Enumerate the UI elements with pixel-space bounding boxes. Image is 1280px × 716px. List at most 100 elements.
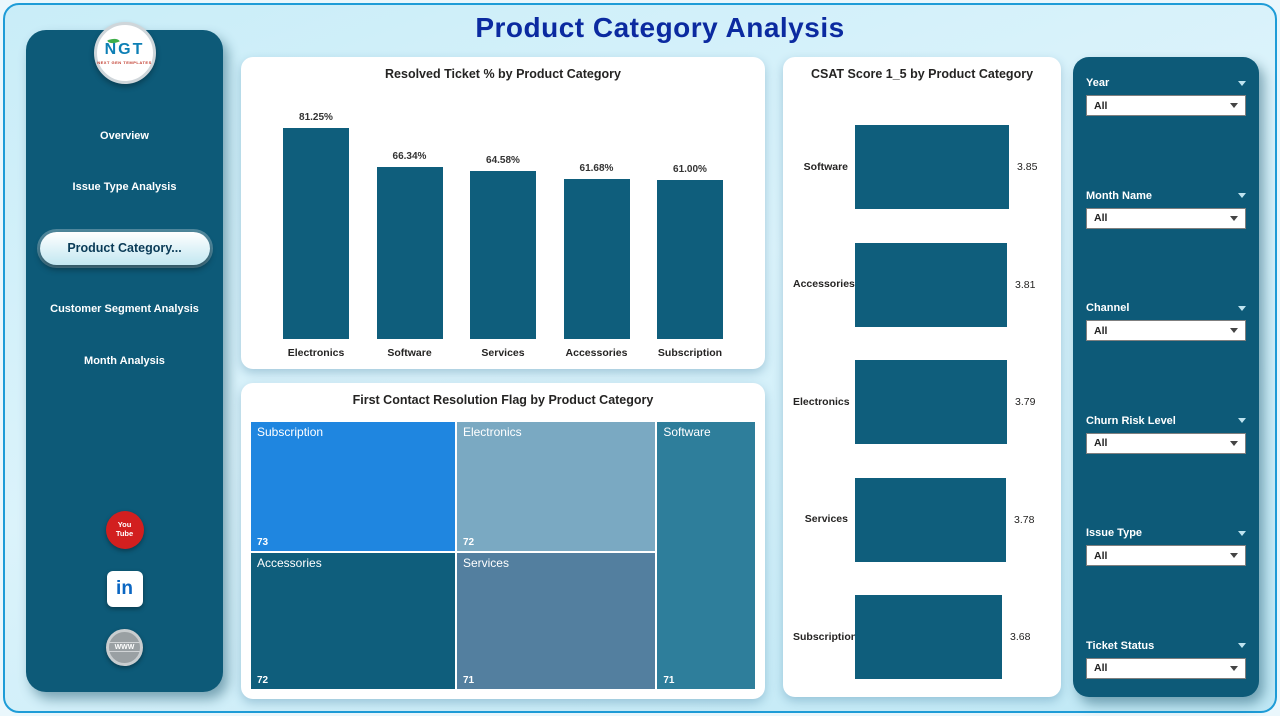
slicer-header: Year — [1086, 77, 1246, 89]
treemap-tile-subscription[interactable]: Subscription 73 — [250, 421, 456, 552]
bar-category-label: Subscription — [657, 347, 723, 359]
slicer-header: Churn Risk Level — [1086, 415, 1246, 427]
slicer-dropdown-churn-risk-level[interactable]: All — [1086, 432, 1246, 454]
slicer-label: Churn Risk Level — [1086, 414, 1176, 427]
treemap-tile-value: 71 — [462, 674, 475, 686]
csat-value-label: 3.81 — [1015, 278, 1036, 291]
chevron-down-icon[interactable] — [1238, 305, 1246, 311]
chevron-down-icon[interactable] — [1238, 643, 1246, 649]
sidebar-nav: Overview Issue Type Analysis Product Categ… — [26, 130, 223, 368]
logo-subtext: NEXT GEN TEMPLATES — [97, 60, 152, 65]
csat-row: Electronics 3.79 — [793, 360, 1051, 444]
social-links: You Tube in WWW — [26, 511, 223, 666]
csat-category-label: Electronics — [793, 395, 850, 408]
slicer-selected-value: All — [1094, 212, 1108, 225]
treemap-tile-software[interactable]: Software 71 — [656, 421, 756, 690]
treemap-tile-services[interactable]: Services 71 — [455, 551, 657, 690]
csat-bar-electronics[interactable] — [855, 360, 1007, 444]
bar-category-label: Software — [387, 347, 432, 359]
slicer-selected-value: All — [1094, 99, 1108, 112]
chevron-down-icon[interactable] — [1230, 103, 1238, 108]
resolved-ticket-chart-card: Resolved Ticket % by Product Category 81… — [241, 57, 765, 369]
slicer-label: Month Name — [1086, 189, 1152, 202]
bar-value-label: 61.00% — [673, 164, 707, 175]
bar-chart-title: Resolved Ticket % by Product Category — [385, 67, 621, 81]
chevron-down-icon[interactable] — [1238, 530, 1246, 536]
chevron-down-icon[interactable] — [1230, 440, 1238, 446]
sidebar-item-customer-segment-analysis[interactable]: Customer Segment Analysis — [50, 303, 199, 316]
website-label: WWW — [114, 644, 135, 651]
treemap-tile-label: Accessories — [257, 555, 322, 570]
chevron-down-icon[interactable] — [1238, 418, 1246, 424]
dashboard: NGT NEXT GEN TEMPLATES Overview Issue Typ… — [3, 3, 1277, 713]
bar-column: 61.00% Subscription — [657, 103, 723, 361]
bar-electronics[interactable] — [283, 128, 349, 339]
sidebar-item-issue-type-analysis[interactable]: Issue Type Analysis — [72, 181, 177, 194]
bar-value-label: 64.58% — [486, 155, 520, 166]
slicer-dropdown-year[interactable]: All — [1086, 95, 1246, 116]
slicer-year: Year All — [1086, 77, 1246, 116]
slicer-header: Channel — [1086, 302, 1246, 314]
chevron-down-icon[interactable] — [1238, 80, 1246, 86]
ngt-logo: NGT NEXT GEN TEMPLATES — [93, 22, 156, 84]
treemap-chart: Subscription 73 Electronics 72 Software 71 Acc… — [250, 421, 756, 690]
bar-value-label: 81.25% — [299, 112, 333, 123]
csat-bar-services[interactable] — [855, 477, 1006, 562]
csat-chart: Software 3.85 Accessories 3.81 Electronics 3.… — [793, 125, 1051, 679]
slicer-selected-value: All — [1094, 324, 1108, 337]
chevron-down-icon[interactable] — [1238, 193, 1246, 199]
youtube-icon[interactable]: You Tube — [105, 511, 144, 549]
sidebar-item-overview[interactable]: Overview — [100, 130, 149, 142]
bar-column: 61.68% Accessories — [563, 103, 630, 361]
bar-column: 66.34% Software — [376, 103, 443, 361]
treemap-tile-value: 72 — [257, 674, 269, 686]
chevron-down-icon[interactable] — [1230, 553, 1238, 559]
bar-software[interactable] — [376, 167, 443, 339]
bar-subscription[interactable] — [657, 180, 723, 339]
csat-chart-title: CSAT Score 1_5 by Product Category — [810, 67, 1034, 81]
csat-bar-accessories[interactable] — [855, 242, 1007, 327]
slicer-dropdown-month-name[interactable]: All — [1086, 207, 1246, 229]
slicer-header: Month Name — [1086, 190, 1246, 202]
bar-accessories[interactable] — [563, 179, 630, 339]
slicer-header: Ticket Status — [1086, 640, 1246, 652]
linkedin-icon[interactable]: in — [106, 571, 143, 607]
chevron-down-icon[interactable] — [1230, 215, 1238, 221]
bar-chart: 81.25% Electronics 66.34% Software 64.58% Ser… — [283, 103, 723, 361]
csat-category-label: Services — [804, 513, 848, 526]
bar-value-label: 66.34% — [392, 151, 427, 162]
bar-services[interactable] — [470, 171, 536, 339]
sidebar-item-month-analysis[interactable]: Month Analysis — [84, 354, 165, 367]
csat-category-label: Software — [803, 160, 848, 173]
csat-value-label: 3.78 — [1014, 513, 1035, 526]
bar-value-label: 61.68% — [579, 163, 614, 174]
slicer-dropdown-issue-type[interactable]: All — [1086, 545, 1246, 567]
csat-value-label: 3.68 — [1010, 631, 1031, 643]
treemap-tile-electronics[interactable]: Electronics 72 — [455, 421, 657, 552]
slicer-issue-type: Issue Type All — [1086, 527, 1246, 567]
website-icon[interactable]: WWW — [106, 629, 143, 666]
csat-row: Subscription 3.68 — [793, 595, 1051, 679]
slicer-selected-value: All — [1094, 662, 1108, 675]
slicer-channel: Channel All — [1086, 302, 1246, 342]
csat-row: Services 3.78 — [793, 477, 1051, 562]
slicer-ticket-status: Ticket Status All — [1086, 640, 1246, 679]
slicer-header: Issue Type — [1086, 527, 1246, 539]
csat-chart-card: CSAT Score 1_5 by Product Category Softw… — [783, 57, 1061, 697]
sidebar: NGT NEXT GEN TEMPLATES Overview Issue Typ… — [26, 22, 223, 692]
slicer-dropdown-channel[interactable]: All — [1086, 320, 1246, 342]
slicer-label: Ticket Status — [1086, 639, 1155, 652]
sidebar-item-product-category[interactable]: Product Category... — [39, 232, 210, 266]
treemap-tile-value: 71 — [663, 675, 675, 686]
csat-value-label: 3.85 — [1017, 161, 1038, 173]
slicer-dropdown-ticket-status[interactable]: All — [1086, 657, 1246, 679]
csat-bar-software[interactable] — [855, 125, 1009, 209]
slicer-churn-risk-level: Churn Risk Level All — [1086, 415, 1246, 454]
csat-value-label: 3.79 — [1015, 396, 1036, 408]
treemap-tile-value: 73 — [257, 536, 269, 548]
treemap-tile-accessories[interactable]: Accessories 72 — [250, 551, 456, 690]
csat-bar-subscription[interactable] — [855, 595, 1002, 679]
filter-panel: Year All Month Name All Channel All Churn Risk… — [1073, 57, 1259, 697]
chevron-down-icon[interactable] — [1230, 665, 1238, 671]
chevron-down-icon[interactable] — [1230, 328, 1238, 334]
